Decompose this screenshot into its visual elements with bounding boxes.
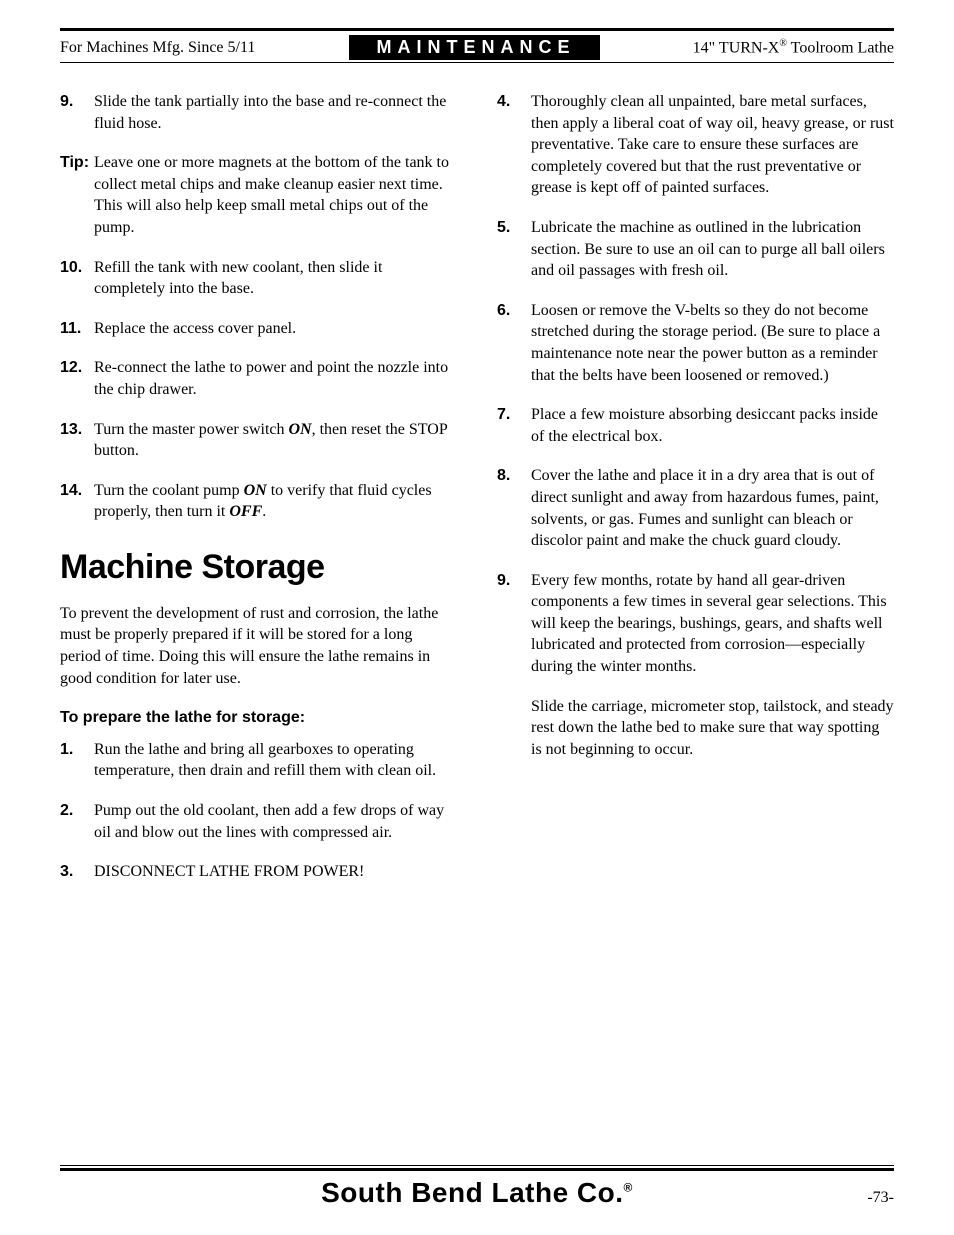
bottom-rule-thin [60, 1165, 894, 1166]
brand-name: South Bend Lathe Co.® [321, 1177, 633, 1209]
step-text: Refill the tank with new coolant, then s… [94, 257, 457, 300]
step-item: 9. Every few months, rotate by hand all … [497, 570, 894, 761]
step-number: 11. [60, 318, 94, 340]
step-number: 4. [497, 91, 531, 199]
step-text-post: . [262, 503, 266, 520]
step-item: 11. Replace the access cover panel. [60, 318, 457, 340]
step-text: Turn the coolant pump ON to verify that … [94, 480, 457, 523]
step-item: 4. Thoroughly clean all unpainted, bare … [497, 91, 894, 199]
step-text: Re-connect the lathe to power and point … [94, 357, 457, 400]
step-item: 14. Turn the coolant pump ON to verify t… [60, 480, 457, 523]
step-item: 13. Turn the master power switch ON, the… [60, 419, 457, 462]
step-number: 13. [60, 419, 94, 462]
step-item: 6. Loosen or remove the V-belts so they … [497, 300, 894, 386]
step-item: 9. Slide the tank partially into the bas… [60, 91, 457, 134]
step-number: 9. [497, 570, 531, 761]
section-heading: Machine Storage [60, 545, 457, 591]
top-rule-thick [60, 28, 894, 31]
step-text-pre: Turn the coolant pump [94, 482, 244, 499]
columns: 9. Slide the tank partially into the bas… [60, 91, 894, 901]
brand-text: South Bend Lathe Co. [321, 1177, 623, 1208]
step-text: Run the lathe and bring all gearboxes to… [94, 739, 457, 782]
section-intro: To prevent the development of rust and c… [60, 603, 457, 689]
step-number: 10. [60, 257, 94, 300]
page-number: -73- [867, 1189, 894, 1207]
footer: South Bend Lathe Co.® -73- [60, 1165, 894, 1209]
steps-continued-a: 9. Slide the tank partially into the bas… [60, 91, 457, 134]
left-column: 9. Slide the tank partially into the bas… [60, 91, 457, 901]
tip-text: Leave one or more magnets at the bottom … [94, 152, 457, 238]
step-text: Cover the lathe and place it in a dry ar… [531, 465, 894, 551]
step-number: 12. [60, 357, 94, 400]
step-text-em2: OFF [229, 503, 262, 520]
step-number: 7. [497, 404, 531, 447]
step-text-em: ON [289, 421, 312, 438]
step-text: Thoroughly clean all unpainted, bare met… [531, 91, 894, 199]
step-item: 5. Lubricate the machine as outlined in … [497, 217, 894, 282]
step-item: 2. Pump out the old coolant, then add a … [60, 800, 457, 843]
step-item: 8. Cover the lathe and place it in a dry… [497, 465, 894, 551]
step-item: 3. DISCONNECT LATHE FROM POWER! [60, 861, 457, 883]
footer-row: South Bend Lathe Co.® -73- [60, 1177, 894, 1209]
step-number: 5. [497, 217, 531, 282]
step-text: Every few months, rotate by hand all gea… [531, 570, 894, 761]
step-number: 9. [60, 91, 94, 134]
step-text: Pump out the old coolant, then add a few… [94, 800, 457, 843]
header-left: For Machines Mfg. Since 5/11 [60, 39, 255, 57]
right-column: 4. Thoroughly clean all unpainted, bare … [497, 91, 894, 901]
prep-steps: 1. Run the lathe and bring all gearboxes… [60, 739, 457, 883]
header-right-pre: 14" TURN-X [693, 39, 780, 56]
step-text: Place a few moisture absorbing desiccant… [531, 404, 894, 447]
step-text: Turn the master power switch ON, then re… [94, 419, 457, 462]
step-number: 8. [497, 465, 531, 551]
step-text-em: ON [244, 482, 267, 499]
step-item: 12. Re-connect the lathe to power and po… [60, 357, 457, 400]
step-number: 6. [497, 300, 531, 386]
step-text: Lubricate the machine as outlined in the… [531, 217, 894, 282]
header-right-post: Toolroom Lathe [787, 39, 894, 56]
step-text-pre: Turn the master power switch [94, 421, 289, 438]
header-right: 14" TURN-X® Toolroom Lathe [693, 38, 894, 57]
step-item: 10. Refill the tank with new coolant, th… [60, 257, 457, 300]
step-number: 2. [60, 800, 94, 843]
step-text: DISCONNECT LATHE FROM POWER! [94, 861, 457, 883]
tip-label: Tip: [60, 152, 94, 238]
top-rule-thin [60, 62, 894, 63]
brand-sup: ® [624, 1181, 633, 1195]
step-text-main: Every few months, rotate by hand all gea… [531, 572, 887, 675]
step-number: 14. [60, 480, 94, 523]
step-number: 1. [60, 739, 94, 782]
header-row: For Machines Mfg. Since 5/11 MAINTENANCE… [60, 35, 894, 60]
step-number: 3. [60, 861, 94, 883]
subheading: To prepare the lathe for storage: [60, 707, 457, 729]
step-text: Slide the tank partially into the base a… [94, 91, 457, 134]
step-text: Loosen or remove the V-belts so they do … [531, 300, 894, 386]
header-center: MAINTENANCE [349, 35, 600, 60]
right-steps: 4. Thoroughly clean all unpainted, bare … [497, 91, 894, 760]
steps-continued-b: 10. Refill the tank with new coolant, th… [60, 257, 457, 523]
step-text-sub: Slide the carriage, micrometer stop, tai… [531, 696, 894, 761]
bottom-rule-thick [60, 1168, 894, 1171]
header-right-sup: ® [779, 38, 787, 49]
tip-block: Tip: Leave one or more magnets at the bo… [60, 152, 457, 238]
step-item: 7. Place a few moisture absorbing desicc… [497, 404, 894, 447]
step-text: Replace the access cover panel. [94, 318, 457, 340]
step-item: 1. Run the lathe and bring all gearboxes… [60, 739, 457, 782]
